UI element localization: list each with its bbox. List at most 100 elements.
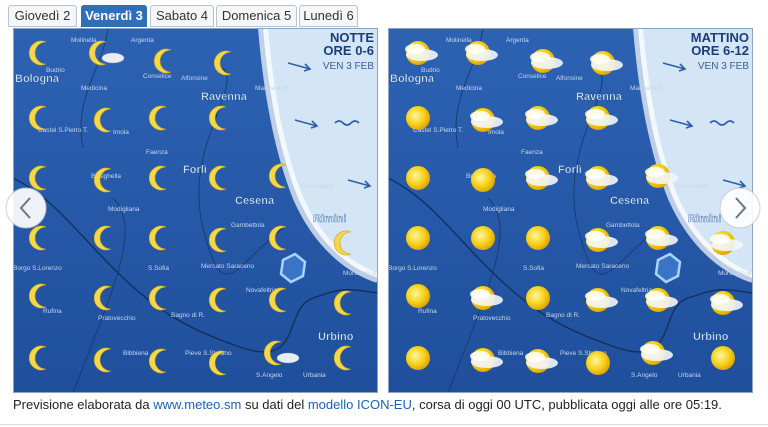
map-sea	[263, 28, 378, 278]
town-label: Mercato Saraceno	[201, 263, 254, 270]
city-label: Bologna	[15, 73, 60, 85]
nav-chevron[interactable]	[19, 197, 31, 219]
sun-icon	[471, 168, 495, 192]
moon-icon	[93, 347, 112, 373]
region-border	[13, 177, 378, 353]
cloud-icon	[525, 352, 545, 362]
moon-icon	[148, 285, 167, 311]
moon-icon	[208, 350, 227, 376]
panel-date: VEN 3 FEB	[698, 61, 749, 72]
sun-icon	[526, 286, 550, 310]
town-label: Argenta	[131, 37, 154, 44]
moon-icon	[28, 225, 47, 251]
town-label: Argenta	[506, 37, 529, 44]
town-label: Pieve S.Stefano	[560, 350, 607, 357]
town-label: Molinella	[446, 37, 472, 44]
moon-icon	[93, 285, 112, 311]
town-label: Urbania	[678, 372, 701, 379]
cloud-icon	[470, 289, 490, 299]
moon-icon	[148, 225, 167, 251]
panel-hours: ORE 0-6	[323, 43, 374, 58]
map-coast	[258, 28, 378, 283]
town-label: Molinella	[71, 37, 97, 44]
city-label: Rimini	[688, 213, 722, 225]
city-label: Forlì	[183, 164, 207, 176]
cloud-icon	[470, 351, 490, 361]
wind-arrow	[347, 179, 372, 189]
town-label: Morciano di R.	[343, 270, 385, 277]
moon-icon	[28, 283, 47, 309]
moon-icon	[148, 165, 167, 191]
cloud-icon	[470, 111, 490, 121]
nav-chevron[interactable]	[735, 197, 747, 219]
sun-icon	[406, 166, 430, 190]
town-label: Brisighella	[91, 173, 121, 180]
sun-icon	[586, 351, 610, 375]
moon-icon	[333, 230, 352, 256]
town-label: Novafeltria	[621, 287, 652, 294]
town-label: Pieve S.Stefano	[185, 350, 232, 357]
town-label: Castel S.Pietro T.	[413, 127, 463, 134]
moon-icon	[268, 287, 287, 313]
panel-date: VEN 3 FEB	[323, 61, 374, 72]
moon-icon	[28, 345, 47, 371]
separator	[0, 424, 768, 425]
cloud-icon	[585, 169, 605, 179]
moon-icon	[28, 165, 47, 191]
cloud-icon	[585, 291, 605, 301]
town-label: Cesenatico	[301, 183, 334, 190]
cloud-icon	[645, 229, 665, 239]
moon-icon	[208, 287, 227, 313]
footer-text: , corsa di oggi 00 UTC, pubblicata oggi …	[411, 397, 722, 412]
town-label: Alfonsine	[181, 75, 208, 82]
moon-icon	[148, 105, 167, 131]
town-label: Faenza	[521, 149, 543, 156]
town-label: Medicina	[456, 85, 482, 92]
prev-button[interactable]	[5, 187, 47, 229]
day-tab-active[interactable]: Venerdì 3	[81, 5, 147, 27]
cloud-icon	[525, 169, 545, 179]
cloud-icon	[276, 352, 300, 364]
town-label: Marina di R.	[630, 85, 665, 92]
next-button[interactable]	[719, 187, 761, 229]
nav-circle[interactable]	[719, 187, 761, 229]
moon-icon	[208, 165, 227, 191]
nav-circle[interactable]	[5, 187, 47, 229]
town-label: S.Angelo	[256, 372, 283, 379]
footer-text: Previsione elaborata da	[13, 397, 154, 412]
town-label: Bibbiena	[498, 350, 524, 357]
town-label: Budrio	[421, 67, 440, 74]
san-marino	[654, 252, 682, 284]
day-tab[interactable]: Domenica 5	[216, 5, 297, 27]
moon-icon	[333, 290, 352, 316]
san-marino	[279, 252, 307, 284]
town-label: Modigliana	[483, 206, 515, 213]
town-label: Budrio	[46, 67, 65, 74]
town-label: Mercato Saraceno	[576, 263, 629, 270]
town-label: Conselice	[143, 73, 172, 80]
city-label: Bologna	[390, 73, 435, 85]
moon-icon	[213, 50, 232, 76]
moon-icon	[148, 348, 167, 374]
moon-icon	[208, 227, 227, 253]
map-coast	[633, 28, 753, 283]
day-tab[interactable]: Giovedì 2	[8, 5, 77, 27]
wind-arrow	[669, 119, 694, 129]
moon-icon	[153, 48, 172, 74]
city-label: Cesena	[610, 195, 650, 207]
model-link[interactable]: modello ICON-EU	[307, 397, 412, 412]
panel-period: NOTTE	[330, 30, 374, 45]
cloud-icon	[525, 109, 545, 119]
day-tab[interactable]: Lunedì 6	[299, 5, 358, 27]
day-tab[interactable]: Sabato 4	[150, 5, 214, 27]
site-link[interactable]: www.meteo.sm	[153, 397, 242, 412]
cloud-icon	[645, 291, 665, 301]
sun-icon	[406, 346, 430, 370]
province-border	[447, 28, 659, 393]
cloud-icon	[585, 109, 605, 119]
cloud-icon	[590, 54, 610, 64]
town-label: Imola	[113, 129, 129, 136]
cloud-icon	[710, 234, 730, 244]
town-label: Cesenatico	[676, 183, 709, 190]
moon-icon	[333, 345, 352, 371]
